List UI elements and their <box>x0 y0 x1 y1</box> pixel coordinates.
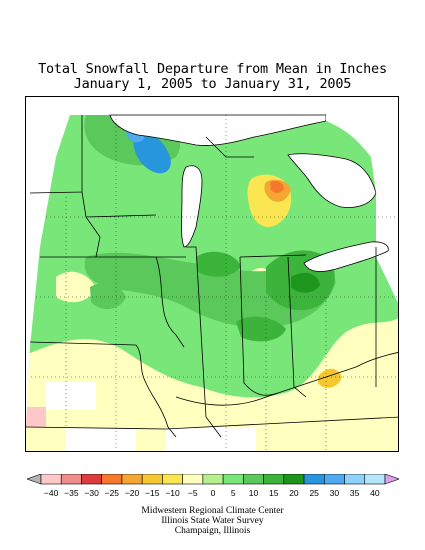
legend-tick-label: 25 <box>309 488 319 498</box>
legend-swatch <box>263 474 285 485</box>
legend-tick-label: −10 <box>165 488 180 498</box>
legend-tick-label: −5 <box>188 488 198 498</box>
legend-tick-label: 40 <box>370 488 380 498</box>
legend-swatch <box>81 474 103 485</box>
legend-swatch <box>101 474 123 485</box>
legend-swatch <box>60 474 82 485</box>
legend-swatch <box>141 474 163 485</box>
negative-departure-zone <box>26 317 398 451</box>
map-date-range: January 1, 2005 to January 31, 2005 <box>73 76 352 92</box>
legend-below-arrow <box>27 474 42 485</box>
lake-erie <box>303 241 389 272</box>
lake-michigan <box>181 165 203 248</box>
legend-tick-label: 5 <box>231 488 236 498</box>
state-boundaries <box>26 115 398 438</box>
legend-tick-label: 35 <box>350 488 360 498</box>
legend-tick-label: 20 <box>289 488 299 498</box>
legend-swatch <box>222 474 244 485</box>
high-departure-zone <box>133 132 171 174</box>
legend-swatch <box>162 474 183 485</box>
county-lines <box>31 115 398 451</box>
lake-superior <box>109 114 327 146</box>
legend-tick-label: −35 <box>64 488 79 498</box>
legend-swatch <box>303 474 325 485</box>
legend-tick-label: −15 <box>145 488 160 498</box>
snowfall-departure-map <box>25 96 399 452</box>
legend-swatch <box>40 474 62 485</box>
legend-swatch <box>121 474 143 485</box>
legend-tick-label: 0 <box>211 488 216 498</box>
credit-center: Midwestern Regional Climate Center <box>141 506 284 516</box>
legend-tick-label: −40 <box>44 488 59 498</box>
legend-swatch <box>344 474 366 485</box>
map-canvas <box>26 114 398 451</box>
credit-survey: Illinois State Water Survey <box>161 516 264 526</box>
legend-tick-label: 15 <box>269 488 279 498</box>
legend-tick-label: −20 <box>125 488 140 498</box>
legend-tick-label: −25 <box>105 488 120 498</box>
legend-tick-label: −30 <box>84 488 99 498</box>
legend-swatch <box>182 474 204 485</box>
lake-huron <box>287 153 377 208</box>
map-title: Total Snowfall Departure from Mean in In… <box>38 61 387 77</box>
legend-swatch <box>323 474 345 485</box>
credit-location: Champaign, Illinois <box>174 526 251 536</box>
legend-swatch <box>202 474 224 485</box>
legend-tick-label: 10 <box>249 488 259 498</box>
legend-above-arrow <box>384 474 399 485</box>
color-legend: −40 −35 −30 −25 −20 −15 −10 −5 0 5 10 15 20 25 30 35 40 <box>27 474 399 498</box>
canada-region <box>326 115 398 193</box>
legend-swatch <box>243 474 264 485</box>
ohio-river <box>175 352 398 406</box>
legend-swatch <box>283 474 305 485</box>
legend-swatch <box>364 474 386 485</box>
legend-tick-label: 30 <box>330 488 340 498</box>
